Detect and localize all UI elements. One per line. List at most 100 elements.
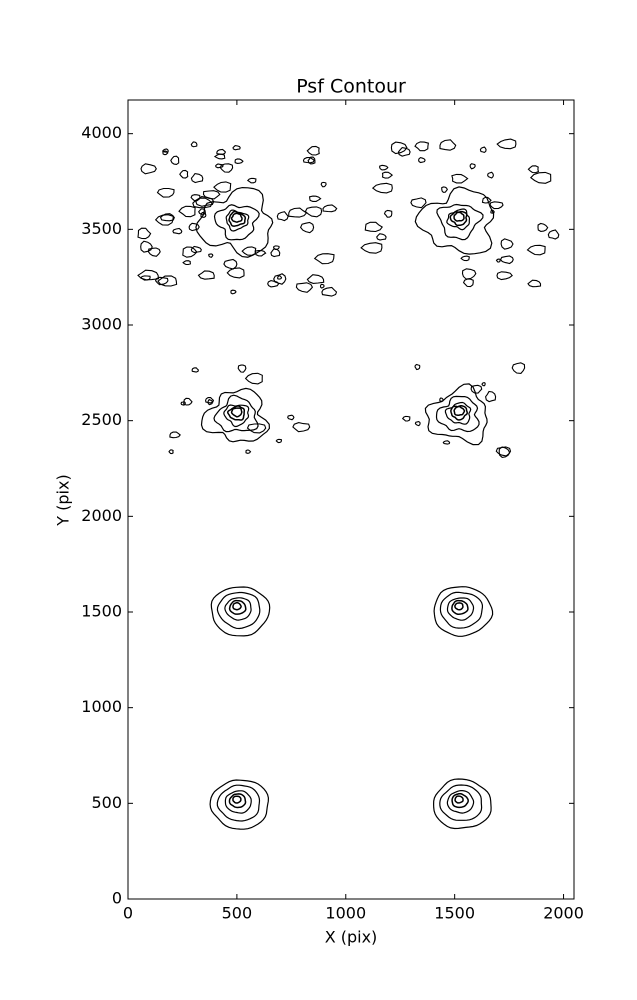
y-tick-label: 1000: [81, 697, 122, 716]
noise-contour: [179, 169, 189, 179]
noise-contour: [360, 242, 383, 254]
noise-contour: [202, 190, 221, 200]
noise-contour: [287, 414, 295, 421]
noise-contour: [418, 156, 426, 164]
noise-contour: [188, 222, 200, 232]
noise-contour: [195, 196, 215, 207]
noise-contour: [500, 238, 514, 250]
contour-line: [226, 405, 246, 421]
noise-contour: [498, 446, 511, 458]
noise-contour: [230, 289, 237, 295]
noise-contour: [246, 177, 257, 184]
x-tick-label: 1500: [434, 904, 475, 923]
noise-contour: [414, 141, 430, 152]
noise-contour: [162, 148, 169, 153]
contour-line: [414, 186, 495, 255]
x-axis-label: X (pix): [325, 928, 378, 947]
noise-contour: [401, 415, 411, 422]
noise-contour: [246, 423, 267, 434]
noise-contour: [182, 260, 192, 266]
contour-line: [450, 405, 468, 421]
noise-contour: [460, 255, 470, 262]
contour-line: [439, 591, 483, 629]
contour-line: [453, 211, 465, 222]
chart-title: Psf Contour: [296, 76, 406, 98]
noise-contour: [183, 397, 193, 406]
noise-contour: [397, 147, 411, 157]
contour-line: [232, 795, 242, 804]
noise-contour: [245, 449, 252, 454]
contour-line: [223, 404, 250, 428]
noise-contour: [157, 275, 178, 287]
noise-contour: [479, 146, 487, 154]
y-tick-label: 4000: [81, 123, 122, 142]
noise-contour: [306, 274, 325, 284]
noise-contour: [381, 171, 394, 179]
x-tick-label: 0: [123, 904, 133, 923]
noise-contour: [191, 367, 200, 373]
x-tick-label: 1000: [325, 904, 366, 923]
noise-contour: [496, 271, 513, 281]
noise-contour: [371, 182, 393, 194]
noise-contour: [226, 267, 245, 279]
noise-contour: [376, 233, 387, 241]
noise-contour: [156, 187, 175, 198]
contour-line: [209, 779, 270, 830]
noise-contour: [441, 186, 448, 193]
noise-contour: [237, 364, 247, 373]
noise-contour: [162, 150, 169, 156]
contour-line: [225, 209, 250, 232]
contour-line: [213, 204, 260, 241]
noise-contour: [154, 214, 174, 226]
noise-contour: [414, 363, 421, 371]
noise-contour: [302, 156, 315, 164]
noise-contour: [198, 208, 206, 215]
noise-contour: [154, 276, 169, 286]
noise-contour: [190, 141, 198, 148]
noise-contour: [137, 227, 152, 240]
noise-contour: [216, 148, 227, 155]
noise-contour: [272, 245, 280, 250]
noise-contour: [527, 279, 542, 288]
noise-contour: [527, 165, 540, 174]
noise-contour: [273, 273, 287, 285]
noise-contour: [490, 209, 495, 214]
contour-line: [446, 208, 470, 231]
contour-line: [195, 186, 274, 258]
contour-line: [454, 795, 464, 804]
noise-contour: [200, 211, 207, 218]
noise-contour: [379, 164, 389, 171]
noise-contour: [234, 158, 244, 164]
contour-line: [232, 602, 242, 611]
noise-contour: [320, 181, 327, 188]
noise-contour: [410, 197, 427, 209]
contour-line: [433, 586, 494, 637]
noise-contour: [213, 153, 226, 160]
y-tick-label: 2500: [81, 410, 122, 429]
contour-line: [224, 790, 252, 814]
noise-contour: [470, 384, 483, 394]
noise-contour: [270, 248, 281, 258]
contour-line: [213, 394, 259, 433]
noise-contour: [241, 246, 257, 256]
noise-contour: [313, 253, 335, 265]
contour-line: [451, 792, 469, 809]
noise-contour: [190, 172, 204, 184]
noise-contour: [511, 362, 526, 374]
contour-line: [228, 210, 247, 227]
noise-contour: [309, 195, 322, 202]
noise-contour: [322, 204, 338, 213]
noise-contour: [537, 222, 549, 232]
contour-line: [446, 790, 475, 814]
noise-contour: [547, 229, 560, 240]
noise-contour: [414, 421, 421, 427]
noise-contour: [481, 381, 486, 387]
noise-contour: [208, 253, 214, 258]
contour-line: [453, 405, 466, 416]
contour-line: [424, 383, 488, 446]
noise-contour: [292, 422, 311, 433]
noise-contour: [462, 278, 474, 288]
noise-contour: [321, 286, 338, 297]
noise-contour: [461, 268, 477, 280]
noise-contour: [306, 145, 320, 156]
